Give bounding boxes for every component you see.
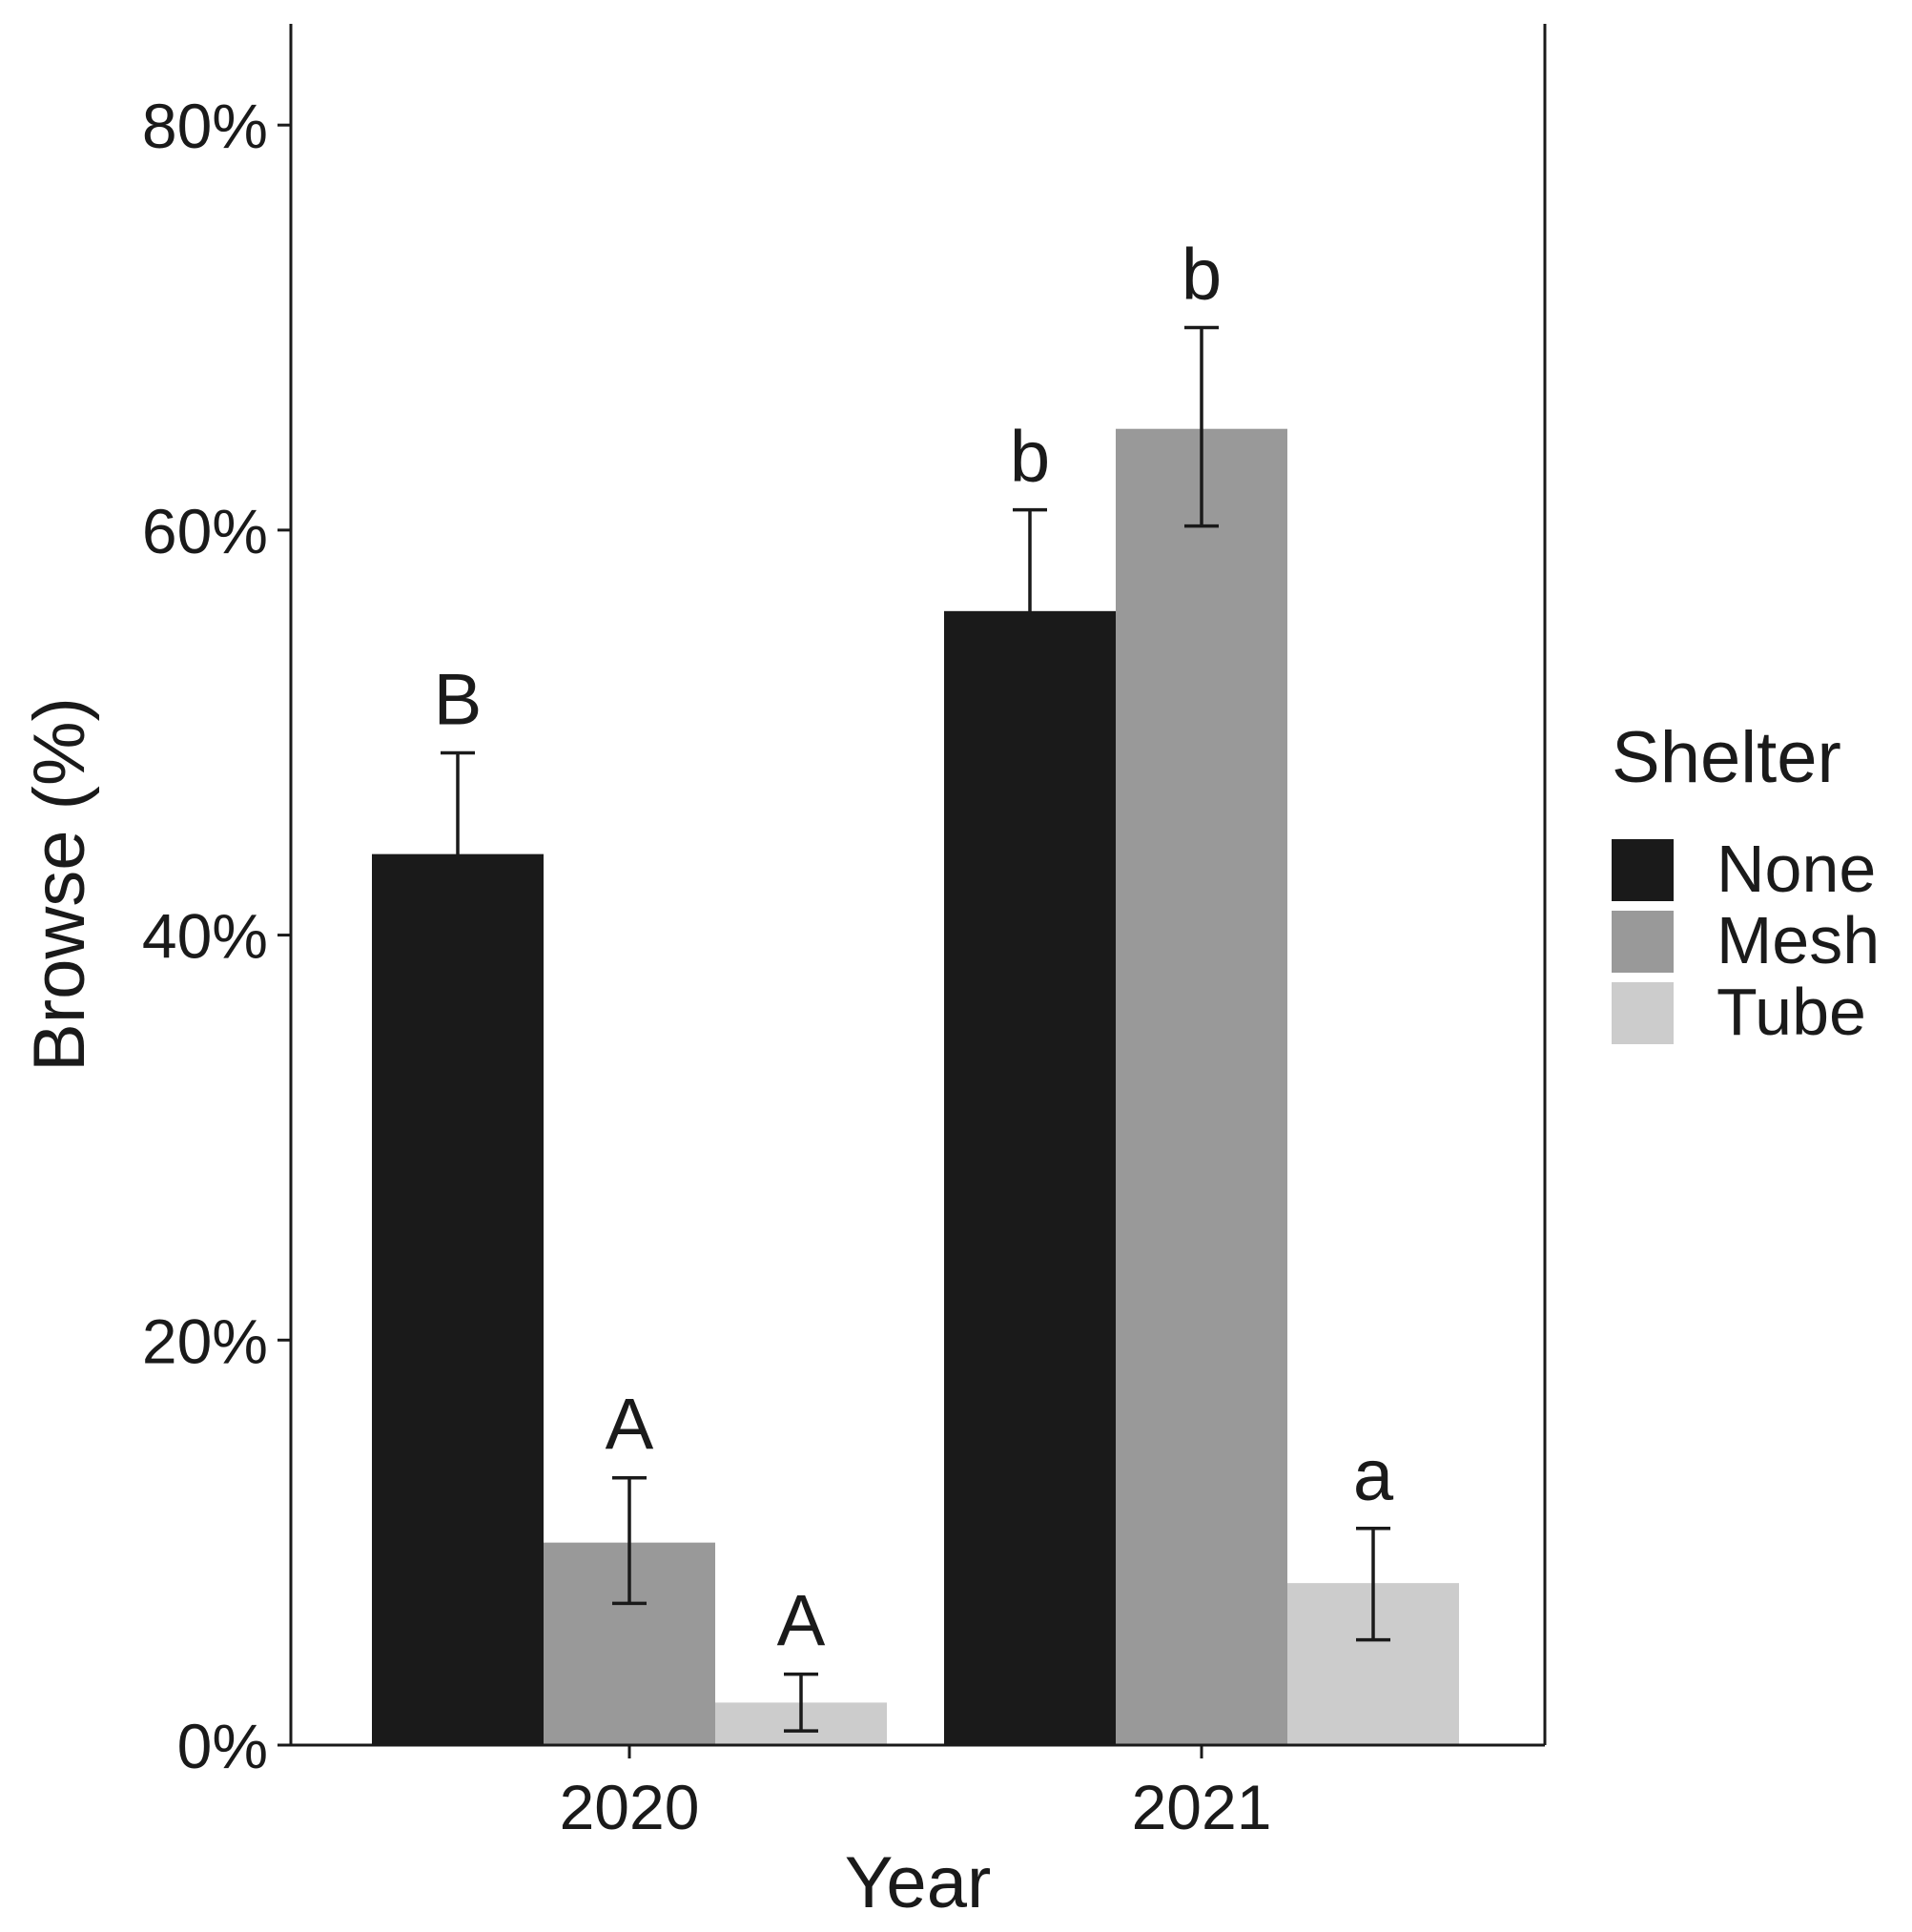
x-tick-label: 2020	[560, 1772, 700, 1842]
significance-label-none-2020: B	[434, 659, 483, 740]
legend-title: Shelter	[1612, 717, 1841, 798]
x-axis-title: Year	[845, 1842, 992, 1923]
y-tick-label: 20%	[142, 1305, 268, 1376]
bar-none-2021	[944, 610, 1116, 1746]
significance-label-none-2021: b	[1010, 417, 1050, 498]
legend-swatch-tube	[1612, 982, 1674, 1044]
legend-label-mesh: Mesh	[1717, 903, 1880, 977]
bar-mesh-2021	[1116, 428, 1287, 1746]
bar-none-2020	[372, 853, 544, 1745]
y-tick-label: 80%	[142, 91, 268, 161]
legend-swatch-none	[1612, 839, 1674, 901]
significance-label-tube-2020: A	[777, 1581, 826, 1662]
significance-label-mesh-2021: b	[1182, 235, 1222, 316]
plot-area: Bb Ab Aa	[372, 235, 1459, 1746]
x-tick-label: 2021	[1132, 1772, 1272, 1842]
y-axis-title: Browse (%)	[19, 697, 100, 1072]
significance-label-tube-2021: a	[1353, 1435, 1394, 1516]
y-tick-label: 60%	[142, 496, 268, 566]
significance-label-mesh-2020: A	[606, 1385, 654, 1466]
legend-label-tube: Tube	[1717, 975, 1866, 1049]
y-tick-label: 0%	[177, 1711, 268, 1781]
axes: 0% 20% 40% 60% 80% 2020 2021 Year Browse (%)	[19, 24, 1547, 1923]
legend-label-none: None	[1717, 832, 1876, 906]
y-tick-label: 40%	[142, 901, 268, 972]
legend-swatch-mesh	[1612, 911, 1674, 973]
